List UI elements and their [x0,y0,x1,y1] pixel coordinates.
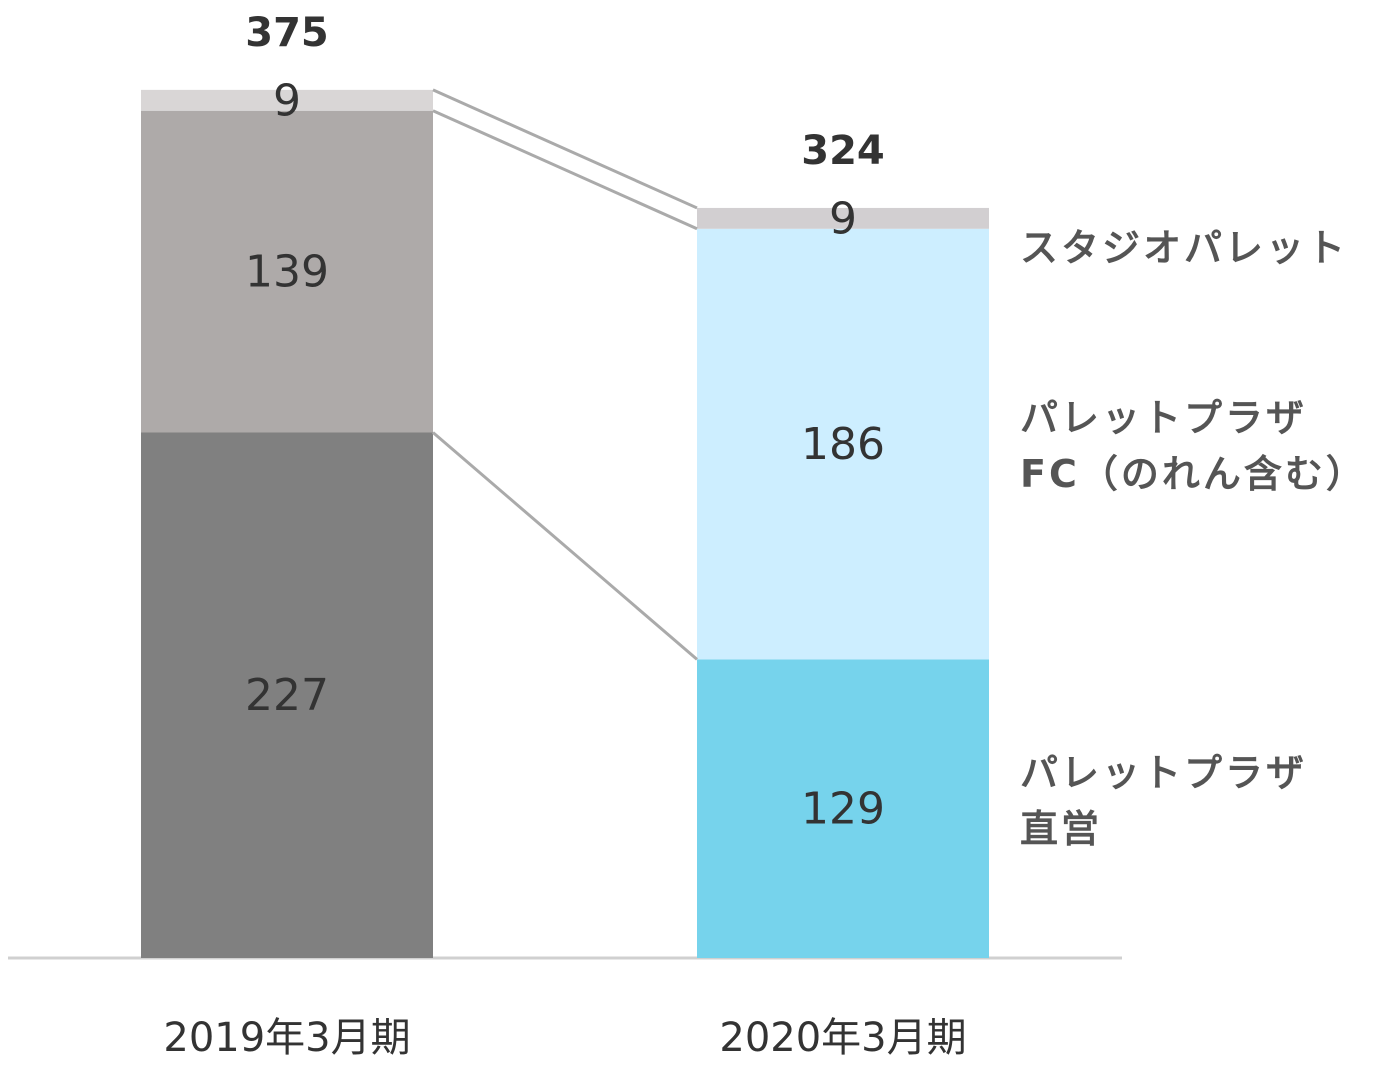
bar-segment [141,89,433,111]
connector-line [432,431,698,661]
legend-label: スタジオパレット [1020,226,1349,270]
bar-segment [697,228,989,660]
total-label: 375 [245,10,329,56]
value-label: 227 [245,670,329,721]
value-label: 129 [801,784,885,835]
value-label: 9 [829,193,857,244]
bar-segment [141,432,433,958]
value-label: 139 [245,247,329,298]
bar-segment [141,110,433,433]
connector-line [432,109,698,231]
legend-label: パレットプラザ FC（のれん含む） [1020,396,1367,496]
legend-label: パレットプラザ 直営 [1020,751,1308,851]
bar-segment [697,659,989,958]
connector-line [432,88,698,210]
x-tick-label: 2019年3月期 [163,1015,410,1061]
value-label: 186 [801,419,885,470]
total-label: 324 [801,128,885,174]
x-tick-label: 2020年3月期 [719,1015,966,1061]
bar-segment [697,207,989,229]
value-label: 9 [273,75,301,126]
